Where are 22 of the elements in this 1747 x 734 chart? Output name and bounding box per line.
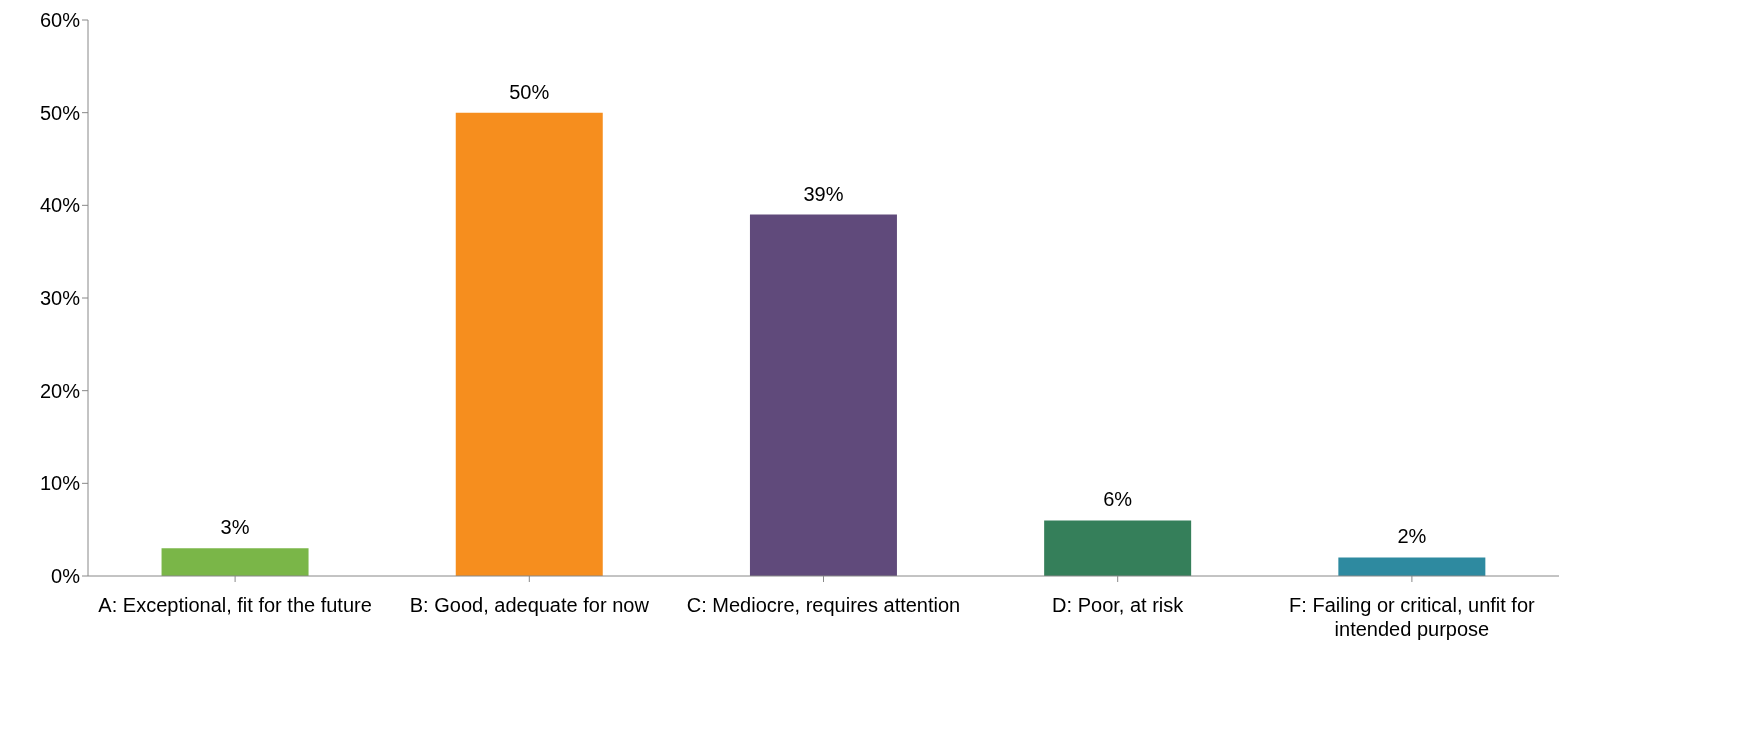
- x-tick-label: A: Exceptional, fit for the future: [98, 594, 372, 616]
- data-label: 6%: [1103, 488, 1133, 511]
- data-label: 3%: [220, 516, 250, 539]
- x-tick-label: C: Mediocre, requires attention: [686, 594, 961, 616]
- y-tick-label: 20%: [39, 379, 81, 402]
- data-label: 50%: [509, 80, 550, 103]
- bar: [455, 112, 603, 576]
- y-tick-label: 0%: [51, 565, 81, 588]
- y-tick-label: 60%: [39, 9, 81, 32]
- bar: [1044, 520, 1192, 576]
- x-tick-label: D: Poor, at risk: [1052, 594, 1185, 616]
- x-tick-label: F: Failing or critical, unfit for intended purpose: [1289, 594, 1536, 640]
- bar: [1338, 557, 1486, 576]
- bar: [161, 548, 309, 576]
- y-tick-label: 10%: [39, 472, 81, 495]
- y-tick-label: 30%: [39, 287, 81, 310]
- y-tick-label: 50%: [39, 101, 81, 124]
- data-label: 2%: [1397, 525, 1427, 548]
- y-tick-label: 40%: [39, 194, 81, 217]
- x-tick-label: B: Good, adequate for now: [409, 594, 650, 616]
- bar: [749, 214, 897, 576]
- data-label: 39%: [803, 182, 844, 205]
